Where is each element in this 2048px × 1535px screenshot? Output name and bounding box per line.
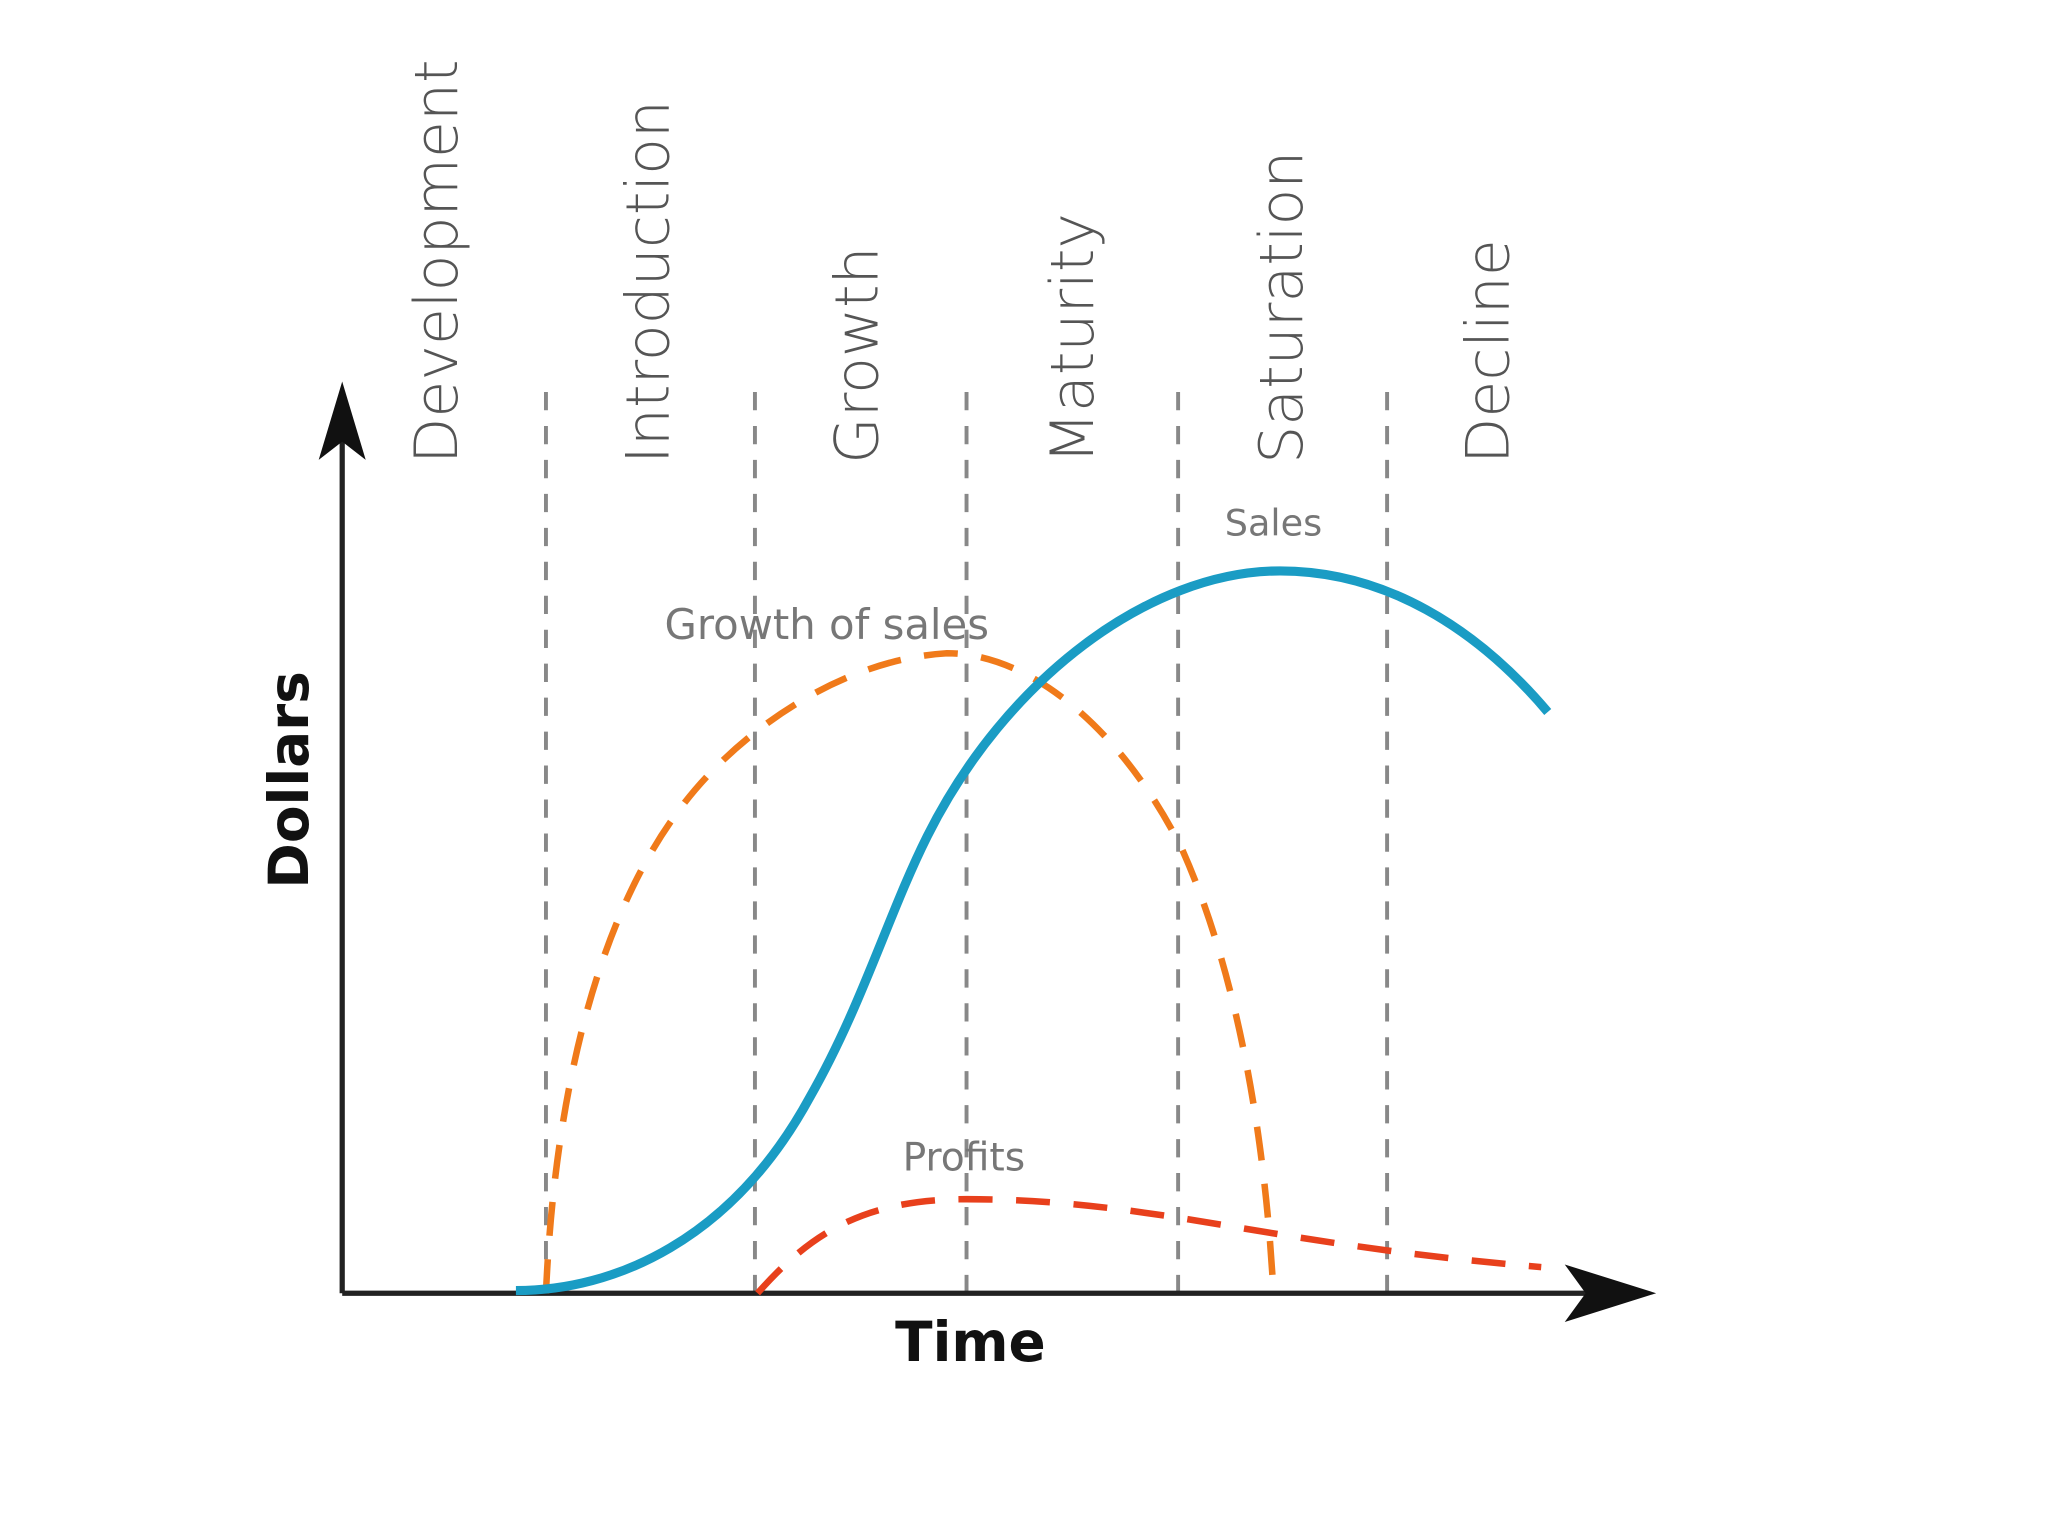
stage-label: Saturation	[1247, 151, 1317, 464]
stage-label: Growth	[823, 246, 893, 463]
profits-curve	[755, 1195, 1542, 1296]
stage-label: Maturity	[1038, 213, 1108, 464]
growth-of-sales-curve	[542, 649, 1277, 1294]
stage-label: Decline	[1454, 239, 1524, 464]
x-axis-arrow	[1564, 1264, 1657, 1322]
curve-label: Sales	[1225, 502, 1322, 545]
stage-label: Introduction	[614, 100, 684, 464]
stage-labels: Development Introduction Growth Maturity…	[402, 59, 1523, 463]
y-axis-arrow	[318, 381, 366, 460]
y-axis-title: Dollars	[257, 671, 321, 889]
sales-curve	[515, 566, 1552, 1296]
dividers	[544, 391, 1390, 1294]
stage-label: Development	[402, 59, 472, 463]
curve-label: Growth of sales	[665, 600, 990, 649]
x-axis-title: Time	[895, 1310, 1046, 1374]
curve-label: Profits	[903, 1135, 1026, 1180]
